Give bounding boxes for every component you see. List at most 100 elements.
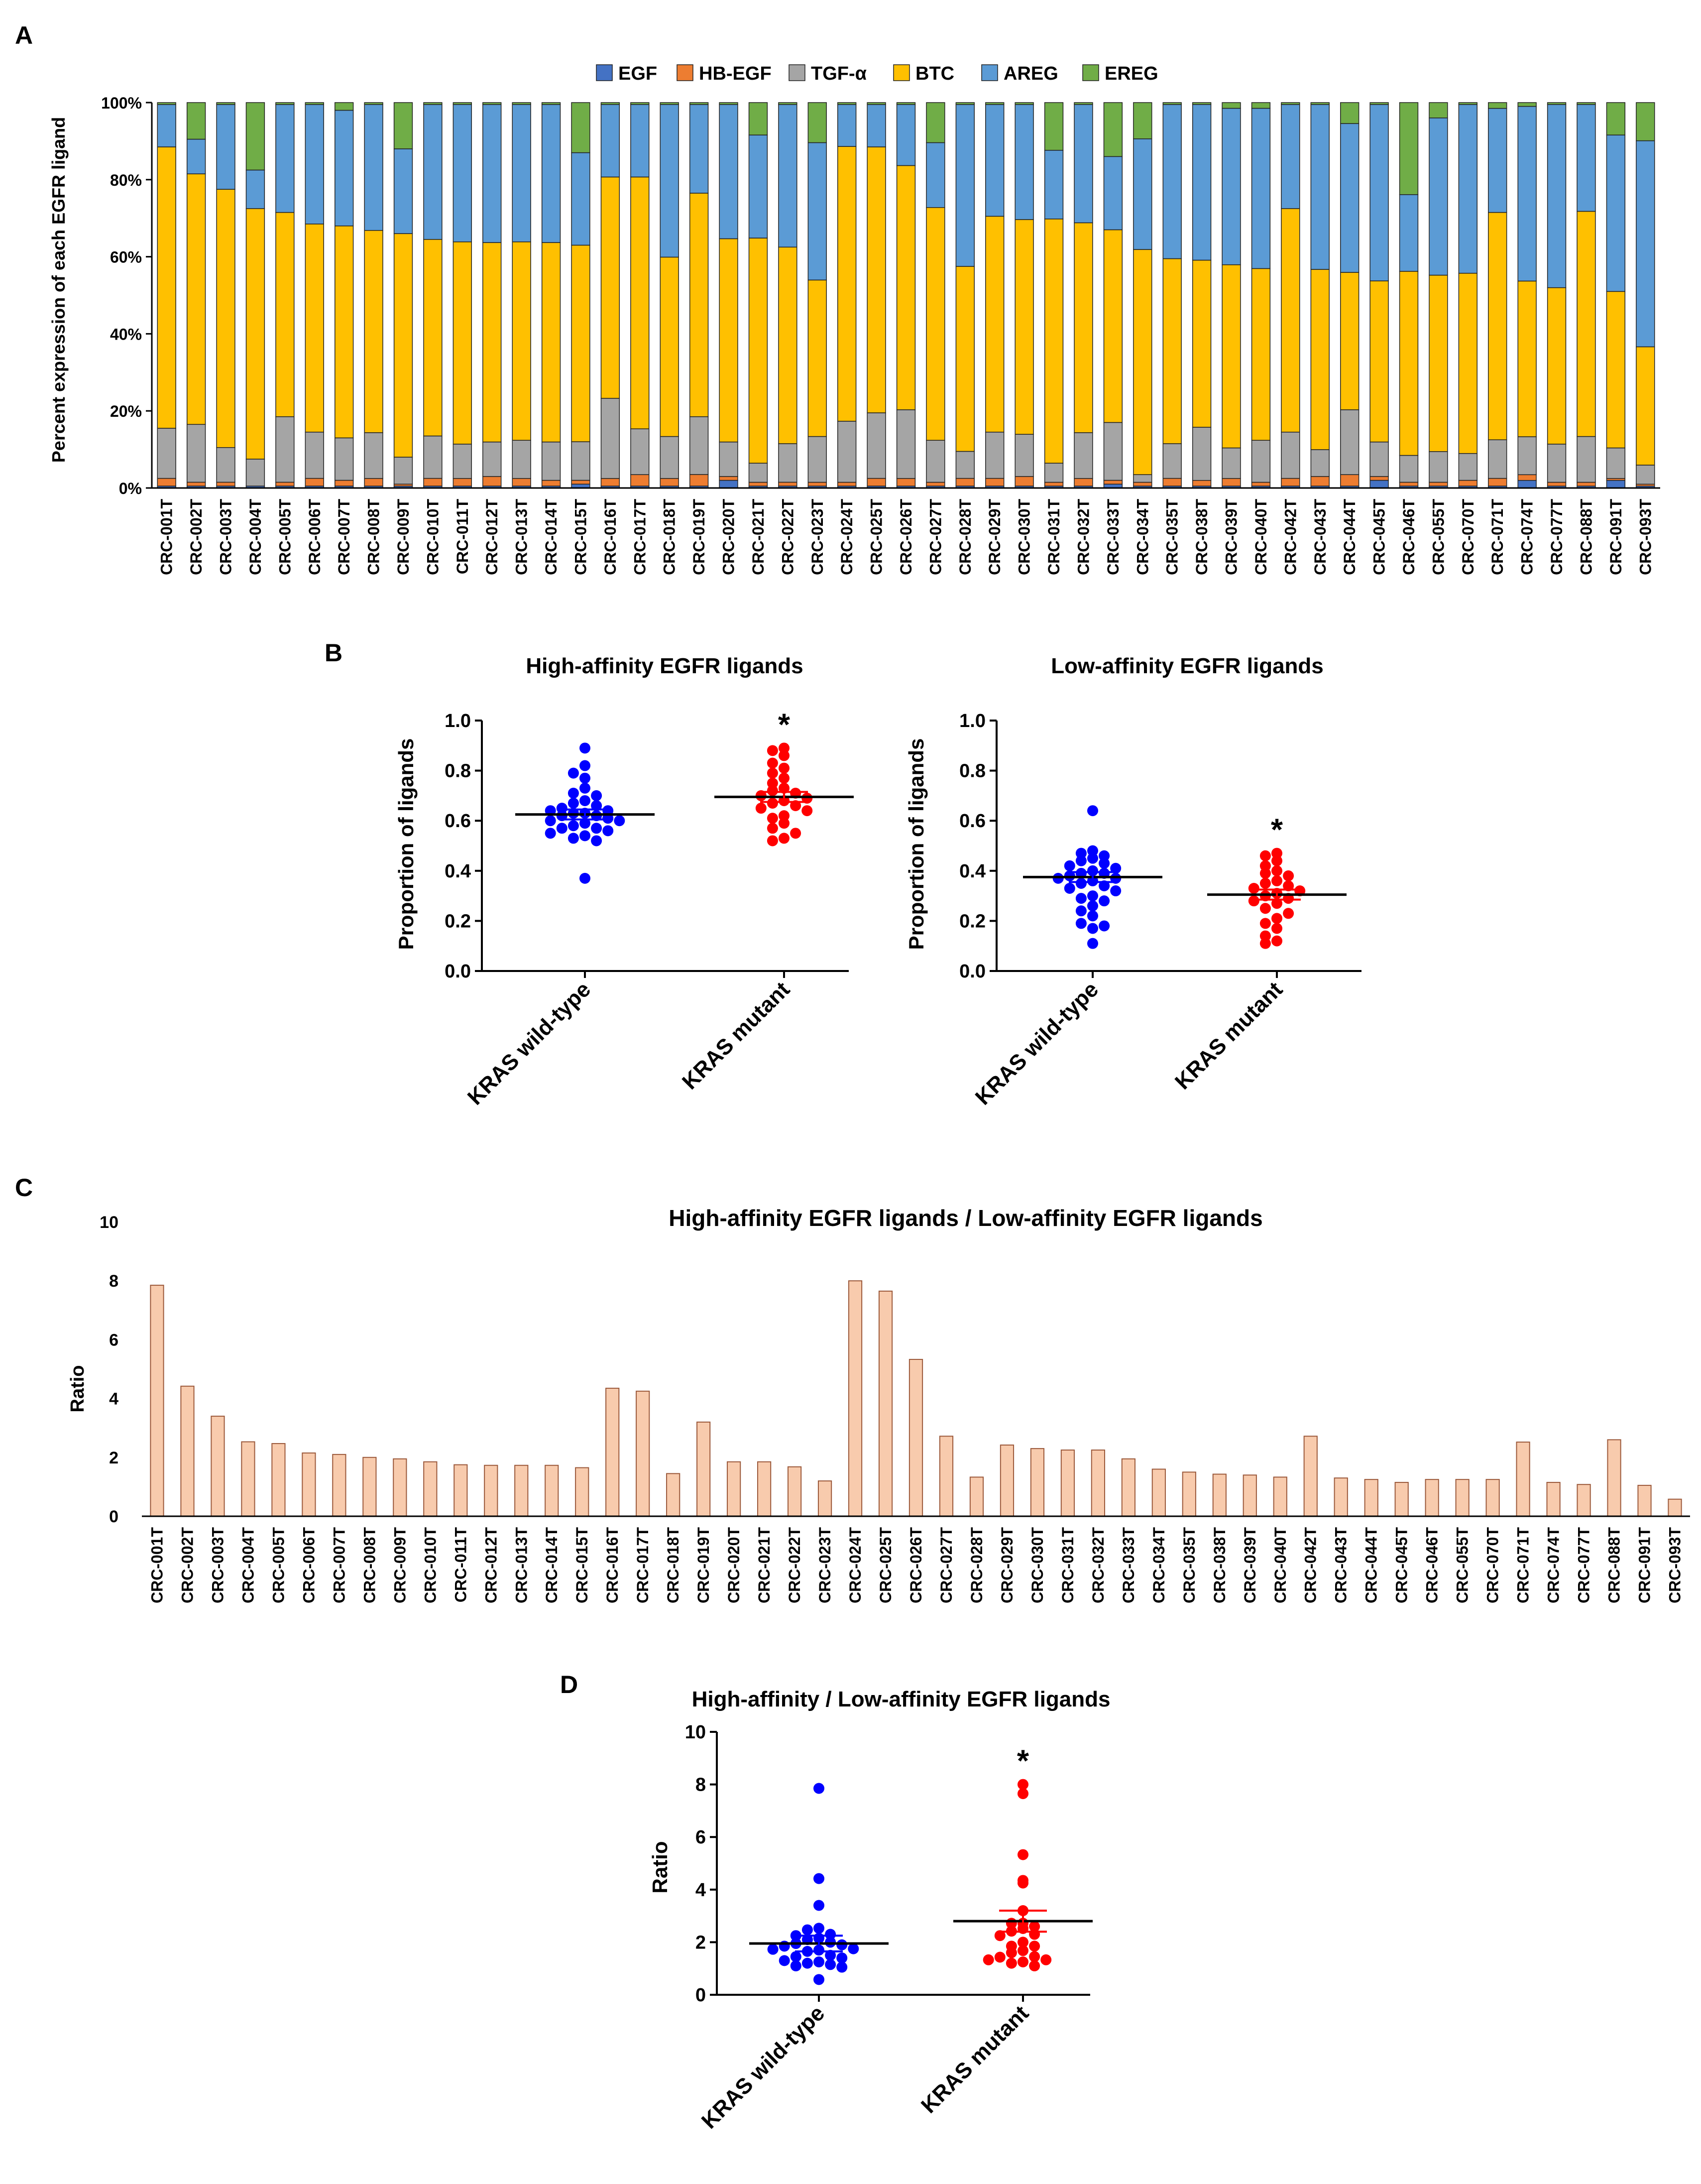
data-point <box>767 1943 779 1955</box>
x-tick-label: KRAS wild-type <box>463 977 595 1109</box>
chart-title: High-affinity EGFR ligands <box>526 654 803 678</box>
bar-segment <box>1103 156 1123 231</box>
panel-c-ratio-bar-chart: High-affinity EGFR ligands / Low-affinit… <box>67 1205 1690 1603</box>
data-point <box>1087 852 1098 864</box>
bar-segment <box>600 478 620 486</box>
bar-segment <box>630 176 650 429</box>
bar-segment <box>1074 102 1093 105</box>
y-tick-label: 10 <box>685 1722 706 1743</box>
data-point <box>767 797 778 809</box>
bar <box>605 1387 620 1517</box>
legend-swatch <box>893 64 910 81</box>
bar-segment <box>275 482 295 486</box>
bar-segment <box>1162 443 1182 479</box>
bar <box>180 1385 195 1517</box>
bar-segment <box>1281 104 1300 209</box>
x-tick-label: CRC-010T <box>424 499 442 575</box>
data-point <box>579 772 590 784</box>
bar-segment <box>689 104 709 194</box>
bar-segment <box>335 110 354 227</box>
x-tick-label: CRC-023T <box>808 499 826 575</box>
x-tick-label: KRAS mutant <box>678 977 794 1094</box>
data-point <box>567 787 579 799</box>
data-point <box>567 767 579 779</box>
data-point <box>779 782 790 794</box>
data-point <box>1099 850 1110 861</box>
bar-segment <box>807 482 827 486</box>
bar-segment <box>600 104 620 178</box>
data-point <box>825 1937 836 1948</box>
bar-segment <box>571 102 590 153</box>
x-tick-label: CRC-038T <box>1211 1527 1229 1603</box>
data-point <box>1018 1779 1028 1790</box>
bar-segment <box>660 436 679 479</box>
x-tick-label: CRC-091T <box>1607 499 1625 575</box>
bar-segment <box>1162 104 1182 259</box>
bar-segment <box>275 102 295 105</box>
y-axis-label: Percent expression of each EGFR ligand <box>48 117 69 463</box>
chart-title: Low-affinity EGFR ligands <box>1051 654 1324 678</box>
bar-segment <box>600 102 620 105</box>
bar-segment <box>423 478 443 486</box>
bar-segment <box>1488 439 1507 479</box>
data-point <box>813 1783 824 1794</box>
data-point <box>1029 1929 1040 1940</box>
bar-segment <box>512 478 531 486</box>
bar-segment <box>1340 272 1360 410</box>
x-tick-label: CRC-004T <box>239 1527 257 1603</box>
bar-segment <box>719 441 738 477</box>
bar <box>1485 1479 1500 1517</box>
x-tick-label: CRC-006T <box>300 1527 318 1603</box>
data-point <box>790 800 801 812</box>
significance-asterisk: * <box>778 708 791 742</box>
x-tick-label: CRC-008T <box>365 499 383 575</box>
x-tick-label: CRC-019T <box>690 499 708 575</box>
bar-segment <box>453 478 472 486</box>
x-tick-label: CRC-045T <box>1393 1527 1411 1603</box>
x-tick-label: CRC-042T <box>1302 1527 1320 1603</box>
bar-segment <box>571 441 590 481</box>
y-axis-label: Proportion of ligands <box>905 738 928 950</box>
bar-segment <box>896 104 916 166</box>
x-tick-label: CRC-028T <box>968 1527 986 1603</box>
y-tick-label: 0% <box>119 480 142 497</box>
bar-segment <box>1636 102 1655 141</box>
bar-segment <box>1133 474 1152 483</box>
data-point <box>1029 1921 1040 1932</box>
bar-segment <box>1517 106 1537 282</box>
legend-label: BTC <box>915 63 954 84</box>
data-point <box>779 742 790 754</box>
data-point <box>825 1959 836 1970</box>
bar-segment <box>807 142 827 281</box>
bar-segment <box>364 104 383 231</box>
bar-segment <box>1310 476 1330 486</box>
bar <box>150 1285 164 1517</box>
bar-segment <box>1103 102 1123 157</box>
data-point <box>813 1956 824 1967</box>
panel-b-low-affinity-scatter: Low-affinity EGFR ligands Proportion of … <box>905 654 1361 1110</box>
bar-segment <box>275 212 295 417</box>
panel-label-d: D <box>560 1671 578 1699</box>
bar-segment <box>245 459 265 486</box>
x-tick-label: CRC-034T <box>1134 499 1151 575</box>
x-tick-label: CRC-077T <box>1575 1527 1593 1603</box>
x-tick-label: CRC-046T <box>1423 1527 1441 1603</box>
x-tick-label: CRC-023T <box>816 1527 834 1603</box>
significance-asterisk: * <box>1271 813 1283 848</box>
bar-segment <box>748 463 768 483</box>
data-point <box>591 790 602 801</box>
bar-segment <box>1517 280 1537 437</box>
bar <box>1243 1474 1257 1517</box>
data-point <box>779 833 790 844</box>
data-point <box>1075 855 1087 866</box>
bar-segment <box>660 478 679 486</box>
bar-segment <box>453 104 472 243</box>
bar-segment <box>1222 447 1241 479</box>
data-point <box>1099 857 1110 869</box>
x-tick-label: CRC-029T <box>986 499 1004 575</box>
data-point <box>579 742 590 754</box>
bar-segment <box>867 146 886 413</box>
x-tick-label: CRC-009T <box>391 1527 409 1603</box>
x-tick-label: CRC-022T <box>779 499 796 575</box>
bar-segment <box>1133 138 1152 250</box>
